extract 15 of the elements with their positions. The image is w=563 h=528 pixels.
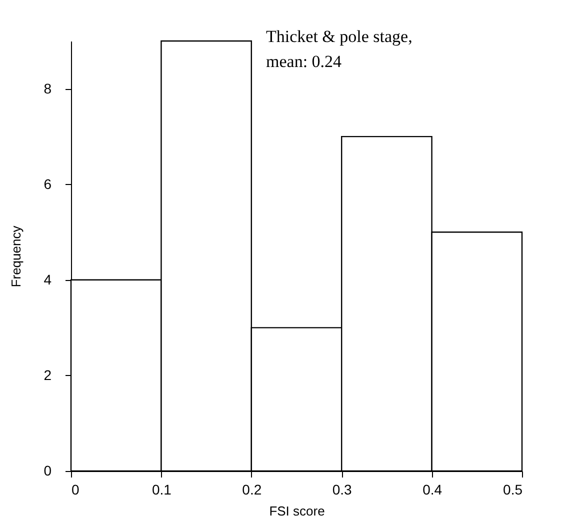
x-tick-label: 0.3 xyxy=(332,482,352,498)
y-tick-label: 0 xyxy=(44,462,52,478)
y-tick-label: 4 xyxy=(44,271,52,288)
y-axis-title: Frequency xyxy=(8,225,24,288)
x-tick-label: 0.5 xyxy=(503,482,523,498)
x-tick-label: 0 xyxy=(72,482,80,498)
y-tick-label: 2 xyxy=(44,366,52,383)
x-axis-title: FSI score xyxy=(269,504,325,518)
x-tick-label: 0.2 xyxy=(242,482,262,498)
x-tick-label: 0.1 xyxy=(152,482,172,498)
annotation: Thicket & pole stage, xyxy=(266,27,412,46)
y-tick-label: 8 xyxy=(44,80,52,96)
y-tick-label: 6 xyxy=(44,176,52,192)
x-tick-label: 0.4 xyxy=(422,482,442,498)
annotation: mean: 0.24 xyxy=(266,52,342,71)
